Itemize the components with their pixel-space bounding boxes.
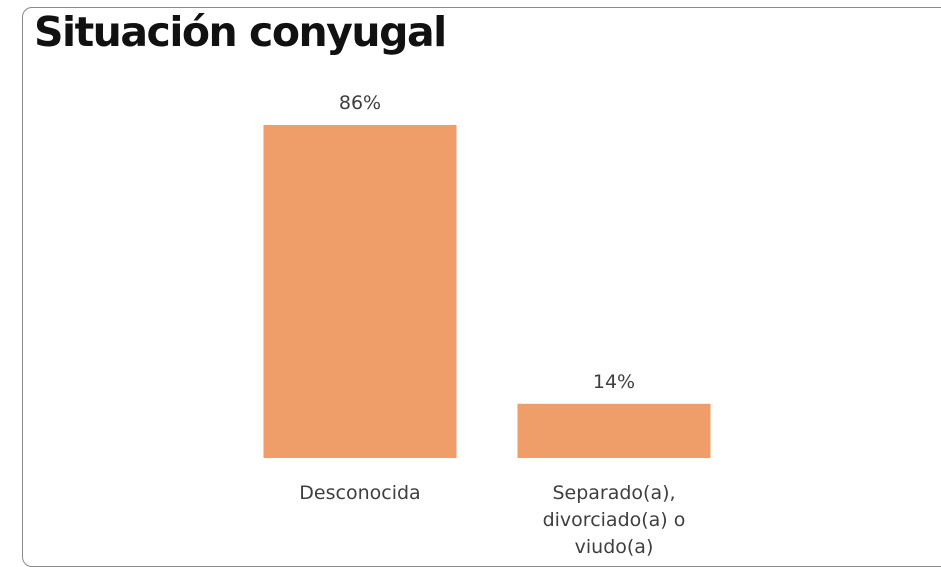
bar-2: [517, 403, 711, 458]
category-label-line: divorciado(a) o: [543, 509, 686, 531]
chart-title: Situación conyugal: [34, 8, 447, 56]
bar-1: [263, 125, 457, 458]
category-label-line: viudo(a): [575, 536, 654, 558]
category-label-2: Separado(a), divorciado(a) o viudo(a): [543, 482, 686, 558]
category-label-1: Desconocida: [299, 482, 420, 504]
category-label-line: Separado(a),: [552, 482, 675, 504]
chart-card: [22, 7, 941, 567]
category-label-line: Desconocida: [299, 482, 420, 504]
data-label-1: 86%: [339, 92, 381, 114]
data-label-2: 14%: [593, 371, 635, 393]
